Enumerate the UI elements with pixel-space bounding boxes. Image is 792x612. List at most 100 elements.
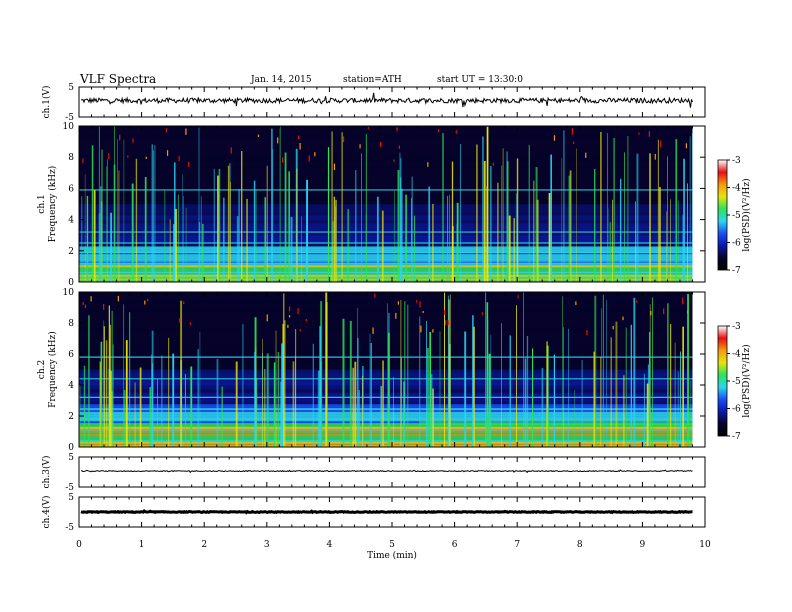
colorbar-tick-label: -4 <box>732 184 741 194</box>
colorbar-tick-label: -3 <box>732 322 741 332</box>
high-psd-speckle <box>277 137 279 144</box>
high-psd-speckle <box>288 315 291 318</box>
colorbar-tick-label: -4 <box>732 350 741 360</box>
ch2-spectrogram-panel: 10 8 6 4 2 0 ch.2 Frequency (kHz) <box>37 288 706 453</box>
low-frequency-band <box>79 272 693 275</box>
high-psd-speckle <box>553 135 556 141</box>
high-psd-speckle <box>288 306 291 312</box>
high-psd-speckle <box>444 309 446 315</box>
frequency-texture <box>79 192 693 197</box>
y-tick-label: 4 <box>68 381 74 391</box>
high-psd-speckle <box>571 128 574 135</box>
frequency-texture <box>79 168 693 174</box>
waveform-trace <box>81 469 693 474</box>
high-psd-speckle <box>179 318 181 323</box>
high-psd-speckle <box>622 316 624 321</box>
high-psd-speckle <box>82 158 84 163</box>
frequency-texture <box>79 231 693 236</box>
low-frequency-band <box>79 422 693 425</box>
high-psd-speckle <box>165 127 167 133</box>
high-psd-speckle <box>342 136 345 142</box>
no-data-region <box>692 126 705 282</box>
y-axis-label: ch.3(V) <box>41 456 52 489</box>
y-tick-label: 10 <box>63 288 75 298</box>
frequency-texture <box>79 200 693 205</box>
ch1-spectrogram-panel: 10 8 6 4 2 0 ch.1 Frequency (kHz) <box>37 122 706 288</box>
colorbar-tick-label: -7 <box>732 266 741 276</box>
y-tick-label: 2 <box>68 247 74 257</box>
high-psd-speckle <box>575 301 577 306</box>
high-psd-speckle <box>185 128 187 135</box>
frequency-texture <box>79 307 693 312</box>
high-psd-speckle <box>427 162 429 167</box>
colorbar-gradient <box>717 159 728 271</box>
low-frequency-band <box>79 263 693 266</box>
high-psd-speckle <box>585 152 587 158</box>
high-psd-speckle <box>90 296 92 302</box>
frequency-texture <box>79 338 693 343</box>
high-psd-speckle <box>447 320 449 326</box>
high-psd-speckle <box>517 294 519 299</box>
header-title: VLF Spectra <box>79 72 156 86</box>
y-tick-label: 0 <box>68 278 74 288</box>
header-station: station=ATH <box>343 75 402 85</box>
x-tick-label: 2 <box>201 540 207 550</box>
frequency-texture <box>79 357 693 363</box>
y-axis-label: Frequency (kHz) <box>47 331 58 408</box>
frequency-texture <box>79 385 693 390</box>
high-psd-speckle <box>108 153 110 159</box>
ch1-waveform-panel: 5 -5 ch.1(V) <box>41 83 706 123</box>
y-tick-label: 5 <box>68 83 74 93</box>
y-axis-label: ch.1(V) <box>41 86 52 119</box>
frequency-texture <box>79 129 693 135</box>
high-psd-speckle <box>299 329 301 332</box>
high-psd-speckle <box>586 330 588 336</box>
frequency-texture <box>79 323 693 328</box>
low-frequency-band <box>79 248 693 251</box>
frequency-texture <box>79 388 693 394</box>
frequency-texture <box>79 392 693 397</box>
high-psd-speckle <box>397 301 399 305</box>
header-start-time: start UT = 13:30:0 <box>437 75 523 85</box>
frequency-texture <box>79 315 693 320</box>
low-frequency-band <box>79 250 693 253</box>
low-frequency-band <box>79 443 693 446</box>
high-psd-speckle <box>455 130 457 134</box>
x-tick-label: 9 <box>640 540 646 550</box>
frequency-texture <box>79 126 693 131</box>
high-psd-speckle <box>178 156 180 161</box>
high-psd-speckle <box>395 312 397 319</box>
colorbar-tick-label: -7 <box>732 432 741 442</box>
high-psd-speckle <box>393 159 395 162</box>
high-psd-speckle <box>374 293 376 298</box>
frequency-texture <box>79 227 693 232</box>
frequency-texture <box>79 369 693 374</box>
high-psd-speckle <box>230 147 232 154</box>
high-psd-speckle <box>612 325 614 330</box>
frequency-texture <box>79 319 693 324</box>
ch4-waveform-panel: 5 -5 ch.4(V) <box>41 493 706 533</box>
frequency-texture <box>79 334 693 339</box>
y-tick-label: 4 <box>68 216 74 226</box>
colorbar-tick-label: -3 <box>732 156 741 166</box>
high-psd-speckle <box>654 153 656 160</box>
band-shift <box>420 420 693 426</box>
frequency-texture <box>79 235 693 240</box>
low-frequency-band <box>79 261 693 264</box>
high-psd-speckle <box>359 144 361 149</box>
y-tick-label: 6 <box>68 350 74 360</box>
y-tick-label: -5 <box>65 113 74 123</box>
frequency-texture <box>79 292 693 297</box>
high-psd-speckle <box>648 131 650 137</box>
high-psd-speckle <box>685 143 688 149</box>
no-data-region <box>692 292 705 447</box>
low-frequency-band <box>79 280 693 283</box>
high-psd-speckle <box>299 142 301 150</box>
low-frequency-band <box>79 445 693 448</box>
low-frequency-band <box>79 420 693 424</box>
low-frequency-band <box>79 437 693 440</box>
ch3-waveform-panel: 5 -5 ch.3(V) <box>41 453 706 493</box>
y-axis-label: ch.2 <box>37 360 47 379</box>
frequency-texture <box>79 180 693 185</box>
high-psd-speckle <box>422 310 424 313</box>
